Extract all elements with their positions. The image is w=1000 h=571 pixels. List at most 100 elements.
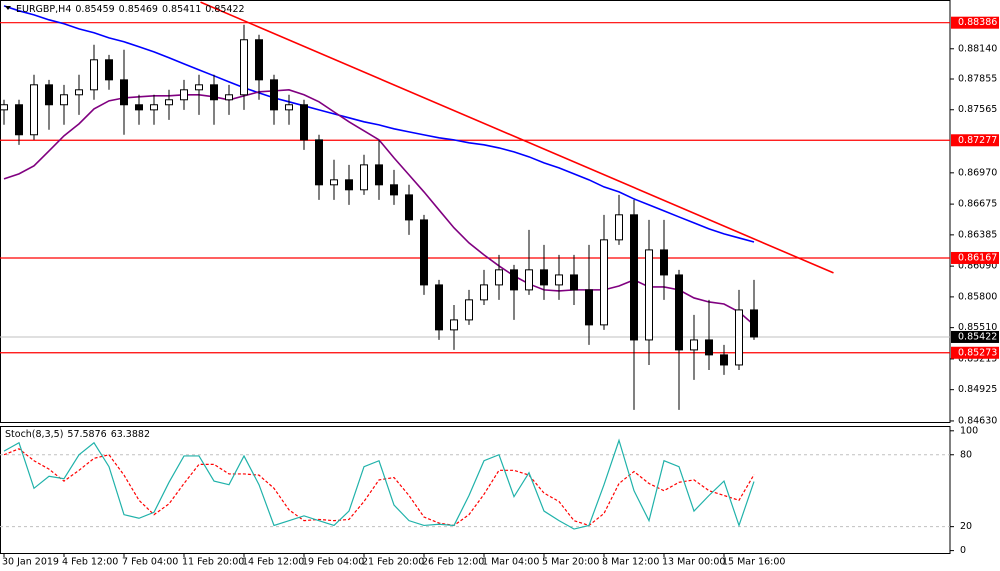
candle-body [405,194,413,221]
candle-body [750,309,758,338]
candle-body [585,289,593,326]
x-tick-label: 4 Feb 12:00 [62,557,118,568]
x-tick-label: 5 Mar 20:00 [542,557,599,568]
candle-body [465,299,473,321]
candle-body [510,269,518,291]
candle-body [240,39,248,96]
y-tick-label: 0.87855 [958,73,997,84]
y-tick-label: 0.86090 [958,261,997,272]
candle-body [120,79,128,106]
x-tick-label: 1 Mar 04:00 [482,557,539,568]
indicator-value: 57.5876 [67,429,106,440]
y-tick-label: 0.85510 [958,322,997,333]
header-value: 0.85469 [119,4,158,15]
candle-body [660,249,668,276]
y-tick-label: 0.86970 [958,167,997,178]
candle-body [435,284,443,331]
level-label-bg [951,346,999,359]
candle-body [15,104,23,136]
candle-body [420,219,428,286]
menu-arrow [5,6,11,10]
candle-body [630,214,638,341]
candle-body [0,104,8,111]
candle-body [75,89,83,96]
candle-body [150,104,158,111]
candle-body [540,269,548,286]
level-label: 0.88386 [958,17,997,28]
candle-body [570,274,578,291]
moving-average [3,5,755,243]
candle-body [450,319,458,331]
x-tick-label: 30 Jan 2019 [2,557,59,568]
level-label-bg [951,16,999,29]
level-label: 0.85273 [958,347,997,358]
y-tick-label: 0.85800 [958,291,997,302]
candle-body [480,284,488,301]
y-tick-label: 0.88140 [958,43,997,54]
header-value: 0.85411 [162,4,201,15]
x-tick-label: 13 Mar 00:00 [662,557,725,568]
candle-body [705,339,713,356]
indicator-name: Stoch(8,3,5) [5,429,63,440]
header-value: 0.85459 [75,4,114,15]
current-price-label-bg [951,330,999,343]
candle-body [285,104,293,111]
candle-body [345,179,353,191]
panel-frame [0,426,951,554]
x-tick-label: 15 Mar 16:00 [722,557,785,568]
candle-body [360,164,368,191]
candle-body [600,239,608,326]
candle-body [195,84,203,91]
candle-body [225,94,233,101]
x-tick-label: 19 Feb 04:00 [302,557,364,568]
panel-frame [0,0,951,423]
candle-body [270,79,278,111]
level-label: 0.87277 [958,135,997,146]
x-tick-label: 14 Feb 12:00 [242,557,304,568]
candle-body [90,59,98,91]
y-tick-label: 20 [960,521,972,532]
symbol: EURGBP,H4 [16,4,71,15]
candle-body [645,249,653,341]
candle-body [180,89,188,101]
y-tick-label: 80 [960,449,972,460]
candle-body [30,84,38,136]
y-tick-label: 0.84630 [958,415,997,426]
y-tick-label: 0.85215 [958,353,997,364]
y-tick-label: 100 [960,425,978,436]
candle-body [675,274,683,351]
current-price-label: 0.85422 [958,331,997,342]
x-tick-label: 11 Feb 20:00 [182,557,244,568]
candle-body [690,339,698,351]
y-tick-label: 0.87565 [958,104,997,115]
x-tick-label: 21 Feb 20:00 [362,557,424,568]
candle-body [165,99,173,106]
candle-body [315,139,323,186]
level-label: 0.86167 [958,252,997,263]
candle-body [45,84,53,106]
y-tick-label: 0.86675 [958,199,997,210]
candle-body [105,59,113,81]
header-value: 0.85422 [205,4,244,15]
candle-body [720,354,728,366]
candle-body [300,104,308,141]
trendline [200,1,834,274]
x-tick-label: 7 Feb 04:00 [122,557,178,568]
candle-body [390,184,398,196]
candle-body [375,164,383,186]
candle-body [330,179,338,186]
y-tick-label: 0.86385 [958,229,997,240]
candle-body [60,94,68,106]
candle-body [255,39,263,81]
candle-body [210,84,218,101]
level-label-bg [951,134,999,147]
stoch-line [3,438,755,530]
candle-body [525,269,533,291]
candle-body [135,104,143,111]
y-tick-label: 0.84925 [958,384,997,395]
candle-body [615,214,623,241]
indicator-value: 63.3882 [111,429,150,440]
indicator-header: Stoch(8,3,5) 57.5876 63.3882 [5,429,150,440]
